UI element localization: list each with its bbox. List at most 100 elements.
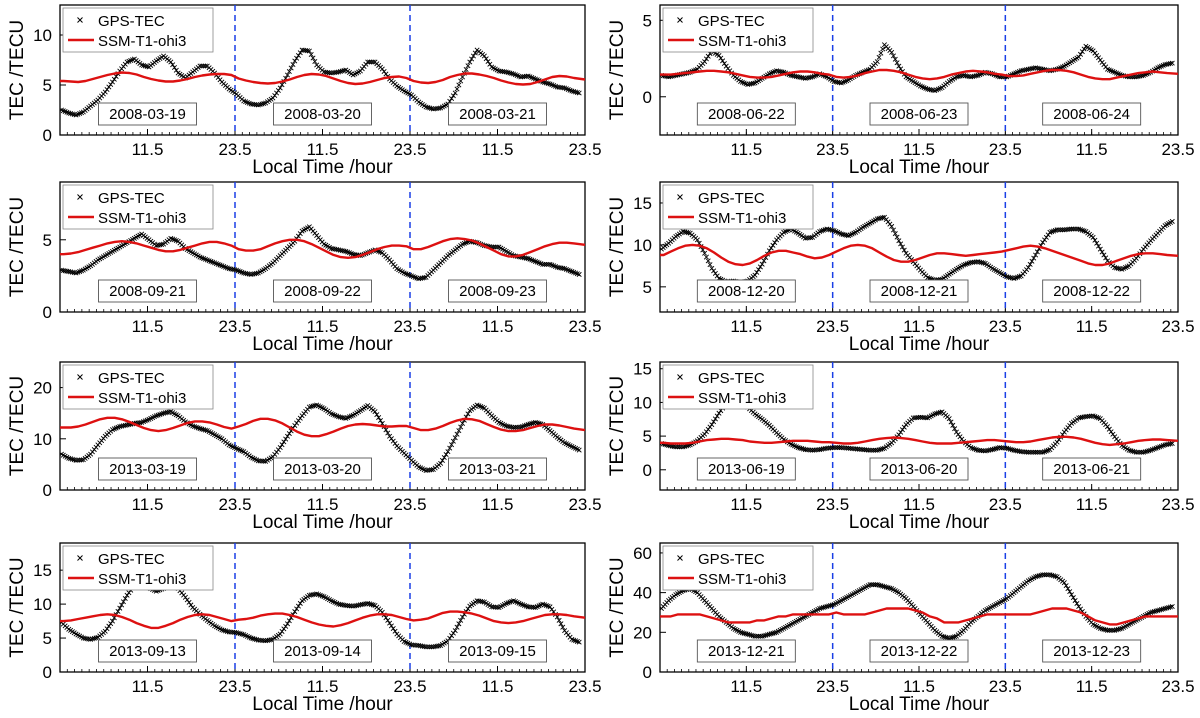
legend-gps-tec-label: GPS-TEC: [98, 551, 165, 568]
gps-tec-point: [447, 445, 453, 451]
date-label: 2013-06-21: [1053, 461, 1130, 478]
gps-tec-point: [465, 411, 471, 417]
gps-tec-point: [896, 238, 902, 244]
gps-tec-point: [387, 620, 393, 626]
gps-tec-point: [1155, 607, 1161, 613]
gps-tec-point: [878, 583, 884, 589]
gps-tec-point: [948, 635, 954, 641]
date-label-box: [869, 639, 969, 663]
gps-tec-point: [716, 52, 722, 58]
gps-tec-point: [281, 626, 287, 632]
gps-tec-point: [959, 73, 965, 79]
x-tick-label: 23.5: [1161, 317, 1194, 336]
gps-tec-point: [268, 637, 274, 643]
gps-tec-point: [1007, 275, 1013, 281]
x-tick-label: 11.5: [482, 677, 514, 696]
gps-tec-point: [883, 584, 889, 590]
gps-tec-point: [119, 602, 125, 608]
gps-tec-point: [898, 429, 904, 435]
gps-tec-point: [705, 258, 711, 264]
gps-tec-point: [759, 261, 765, 267]
gps-tec-point: [483, 56, 489, 62]
x-axis-title: Local Time /hour: [849, 157, 990, 178]
x-tick-label: 23.5: [816, 495, 849, 514]
gps-tec-point: [1027, 449, 1033, 455]
gps-tec-point: [441, 454, 447, 461]
gps-tec-point: [124, 592, 130, 598]
date-label: 2013-03-21: [459, 461, 536, 478]
gps-tec-point: [341, 248, 347, 254]
legend-gps-tec-marker: [677, 17, 683, 23]
gps-tec-point: [454, 431, 460, 437]
gps-tec-point: [1031, 449, 1037, 455]
gps-tec-point: [880, 46, 886, 52]
gps-tec-point: [232, 267, 238, 273]
gps-tec-point: [286, 618, 292, 624]
x-tick-label: 23.5: [393, 317, 426, 336]
gps-tec-point: [752, 633, 758, 639]
gps-tec-point: [164, 409, 170, 415]
gps-tec-point: [450, 630, 456, 636]
gps-tec-point: [831, 445, 837, 451]
gps-tec-point: [772, 240, 778, 246]
series-layer: [60, 224, 585, 282]
y-axis-title: TEC /TECU: [7, 376, 28, 476]
date-label-box: [696, 102, 796, 126]
gps-tec-point: [899, 427, 905, 433]
gps-tec-point: [388, 623, 394, 629]
legend-box: [662, 7, 814, 53]
date-label: 2008-12-22: [1053, 283, 1130, 300]
gps-tec-point: [1149, 609, 1155, 615]
gps-tec-point: [1065, 586, 1071, 592]
gps-tec-point: [270, 95, 276, 101]
gps-tec-point: [576, 90, 582, 96]
x-tick-label: 11.5: [730, 495, 762, 514]
y-tick-label: 5: [43, 76, 52, 95]
gps-tec-point: [292, 609, 298, 615]
gps-tec-point: [829, 602, 835, 608]
gps-tec-point: [1031, 255, 1037, 261]
gps-tec-point: [1104, 627, 1111, 633]
date-label: 2008-12-20: [708, 283, 785, 300]
x-tick-label: 23.5: [393, 495, 426, 514]
gps-tec-point: [452, 628, 458, 634]
gps-tec-point: [871, 447, 877, 453]
gps-tec-point: [1108, 429, 1114, 435]
y-tick-label: 40: [633, 584, 652, 603]
gps-tec-point: [184, 597, 190, 603]
gps-tec-point: [542, 261, 548, 267]
gps-tec-point: [284, 72, 291, 78]
legend-ssm-label: SSM-T1-ohi3: [98, 571, 186, 588]
y-tick-label: 10: [33, 595, 52, 614]
gps-tec-point: [1006, 274, 1012, 280]
date-label-box: [869, 279, 969, 303]
gps-tec-point: [115, 608, 121, 614]
gps-tec-point: [459, 74, 466, 80]
gps-tec-point: [339, 415, 345, 421]
gps-tec-point: [383, 71, 389, 77]
gps-tec-point: [277, 631, 283, 637]
gps-tec-point: [109, 79, 116, 85]
legend-box: [62, 545, 214, 591]
gps-tec-point: [443, 452, 449, 458]
gps-tec-point: [421, 275, 427, 281]
gps-tec-point: [452, 90, 458, 96]
gps-tec-point: [162, 410, 168, 416]
gps-tec-point: [1070, 226, 1076, 232]
gps-tec-point: [494, 244, 500, 250]
gps-tec-point: [765, 632, 771, 638]
gps-tec-point: [1033, 252, 1039, 258]
gps-tec-point: [1139, 73, 1145, 79]
gps-tec-point: [556, 617, 562, 623]
gps-tec-point: [1054, 227, 1060, 233]
gps-tec-point: [1108, 627, 1114, 633]
gps-tec-point: [202, 63, 208, 69]
legend-box: [62, 184, 214, 230]
gps-tec-point: [833, 445, 839, 451]
gps-tec-point: [712, 416, 718, 422]
gps-tec-point: [869, 447, 875, 453]
x-tick-label: 23.5: [393, 140, 426, 159]
gps-tec-point: [709, 265, 715, 271]
